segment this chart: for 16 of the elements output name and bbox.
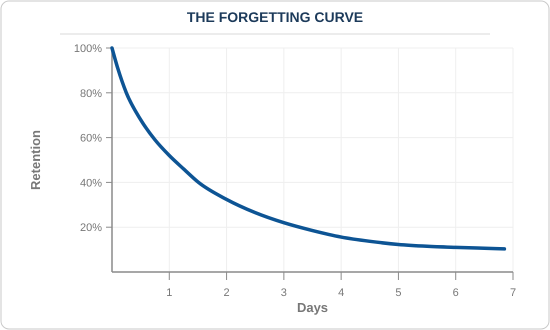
x-tick-label: 4 <box>338 287 344 299</box>
y-tick-label: 60% <box>80 132 102 145</box>
x-tick-label: 6 <box>452 287 459 299</box>
y-axis-title: Retention <box>28 130 43 190</box>
chart-title: THE FORGETTING CURVE <box>186 9 364 25</box>
x-tick-label: 2 <box>224 287 230 299</box>
x-tick-label: 3 <box>280 287 287 299</box>
y-tick-label: 80% <box>80 88 102 100</box>
line-series <box>110 46 506 251</box>
y-tick-label: 20% <box>80 222 102 234</box>
x-axis-title: Days <box>296 300 328 315</box>
x-tick-label: 1 <box>166 287 172 299</box>
x-tick-label: 5 <box>395 287 402 299</box>
x-tick-label: 7 <box>510 287 516 299</box>
y-tick-label: 40% <box>80 177 102 190</box>
y-tick-label: 100% <box>74 43 102 55</box>
